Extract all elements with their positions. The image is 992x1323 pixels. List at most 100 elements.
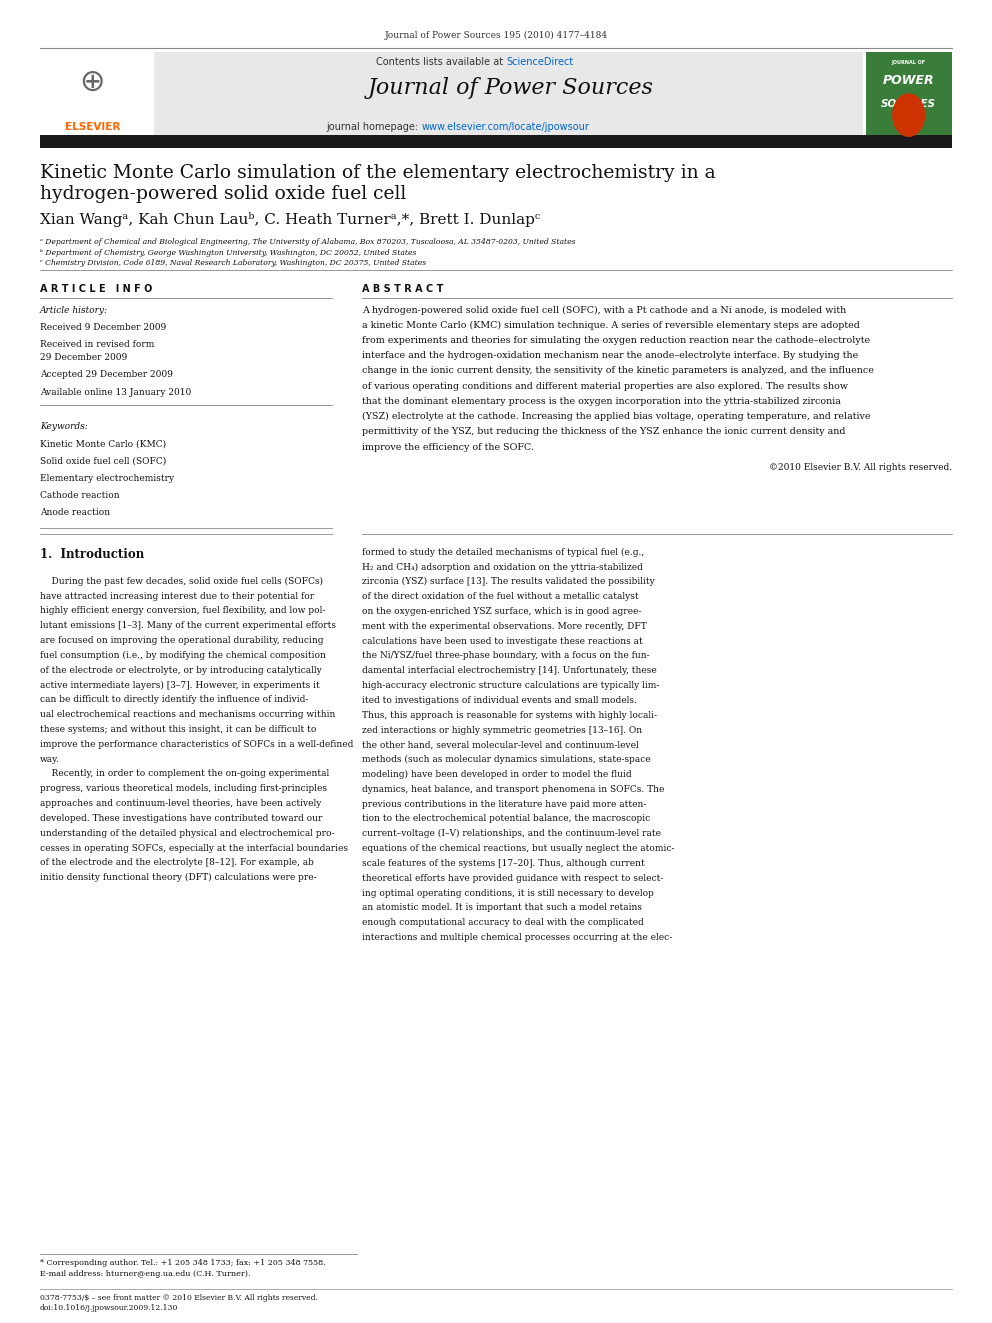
Text: approaches and continuum-level theories, have been actively: approaches and continuum-level theories,… <box>40 799 321 808</box>
Text: ual electrochemical reactions and mechanisms occurring within: ual electrochemical reactions and mechan… <box>40 710 335 720</box>
Text: E-mail address: hturner@eng.ua.edu (C.H. Turner).: E-mail address: hturner@eng.ua.edu (C.H.… <box>40 1270 250 1278</box>
Text: POWER: POWER <box>883 74 934 87</box>
Text: initio density functional theory (DFT) calculations were pre-: initio density functional theory (DFT) c… <box>40 873 316 882</box>
Text: developed. These investigations have contributed toward our: developed. These investigations have con… <box>40 814 322 823</box>
Text: Elementary electrochemistry: Elementary electrochemistry <box>40 474 174 483</box>
Text: understanding of the detailed physical and electrochemical pro-: understanding of the detailed physical a… <box>40 828 334 837</box>
Text: ing optimal operating conditions, it is still necessary to develop: ing optimal operating conditions, it is … <box>362 889 654 897</box>
Text: an atomistic model. It is important that such a model retains: an atomistic model. It is important that… <box>362 904 642 913</box>
Text: JOURNAL OF: JOURNAL OF <box>892 60 926 65</box>
Text: ScienceDirect: ScienceDirect <box>506 57 573 67</box>
Text: Anode reaction: Anode reaction <box>40 508 110 517</box>
Text: modeling) have been developed in order to model the fluid: modeling) have been developed in order t… <box>362 770 632 779</box>
Text: current–voltage (I–V) relationships, and the continuum-level rate: current–voltage (I–V) relationships, and… <box>362 830 661 839</box>
Text: (YSZ) electrolyte at the cathode. Increasing the applied bias voltage, operating: (YSZ) electrolyte at the cathode. Increa… <box>362 411 871 421</box>
Text: dynamics, heat balance, and transport phenomena in SOFCs. The: dynamics, heat balance, and transport ph… <box>362 785 665 794</box>
Text: Received 9 December 2009: Received 9 December 2009 <box>40 323 166 332</box>
Text: lutant emissions [1–3]. Many of the current experimental efforts: lutant emissions [1–3]. Many of the curr… <box>40 622 335 630</box>
Text: ELSEVIER: ELSEVIER <box>64 122 120 132</box>
Text: improve the performance characteristics of SOFCs in a well-defined: improve the performance characteristics … <box>40 740 353 749</box>
Text: Article history:: Article history: <box>40 306 108 315</box>
Text: During the past few decades, solid oxide fuel cells (SOFCs): During the past few decades, solid oxide… <box>40 577 322 586</box>
Text: ment with the experimental observations. More recently, DFT: ment with the experimental observations.… <box>362 622 647 631</box>
Text: Received in revised form: Received in revised form <box>40 340 154 349</box>
Text: A hydrogen-powered solid oxide fuel cell (SOFC), with a Pt cathode and a Ni anod: A hydrogen-powered solid oxide fuel cell… <box>362 306 846 315</box>
Text: of the electrode or electrolyte, or by introducing catalytically: of the electrode or electrolyte, or by i… <box>40 665 321 675</box>
Text: Solid oxide fuel cell (SOFC): Solid oxide fuel cell (SOFC) <box>40 456 166 466</box>
Text: Keywords:: Keywords: <box>40 422 87 431</box>
Text: ᵃ Department of Chemical and Biological Engineering, The University of Alabama, : ᵃ Department of Chemical and Biological … <box>40 238 575 246</box>
Text: are focused on improving the operational durability, reducing: are focused on improving the operational… <box>40 636 323 646</box>
Text: SOURCES: SOURCES <box>881 99 936 110</box>
Text: methods (such as molecular dynamics simulations, state-space: methods (such as molecular dynamics simu… <box>362 755 651 765</box>
Text: permittivity of the YSZ, but reducing the thickness of the YSZ enhance the ionic: permittivity of the YSZ, but reducing th… <box>362 427 845 437</box>
Text: zirconia (YSZ) surface [13]. The results validated the possibility: zirconia (YSZ) surface [13]. The results… <box>362 577 655 586</box>
Text: H₂ and CH₄) adsorption and oxidation on the yttria-stabilized: H₂ and CH₄) adsorption and oxidation on … <box>362 562 643 572</box>
Text: ited to investigations of individual events and small models.: ited to investigations of individual eve… <box>362 696 637 705</box>
Text: ⊕: ⊕ <box>79 67 105 97</box>
Text: the other hand, several molecular-level and continuum-level: the other hand, several molecular-level … <box>362 741 639 749</box>
Text: A R T I C L E   I N F O: A R T I C L E I N F O <box>40 284 152 295</box>
Text: www.elsevier.com/locate/jpowsour: www.elsevier.com/locate/jpowsour <box>422 122 589 132</box>
Text: A B S T R A C T: A B S T R A C T <box>362 284 443 295</box>
Text: progress, various theoretical models, including first-principles: progress, various theoretical models, in… <box>40 785 326 794</box>
Text: way.: way. <box>40 754 60 763</box>
Text: enough computational accuracy to deal with the complicated: enough computational accuracy to deal wi… <box>362 918 644 927</box>
Text: highly efficient energy conversion, fuel flexibility, and low pol-: highly efficient energy conversion, fuel… <box>40 606 325 615</box>
Text: of the direct oxidation of the fuel without a metallic catalyst: of the direct oxidation of the fuel with… <box>362 593 639 601</box>
Text: of the electrode and the electrolyte [8–12]. For example, ab: of the electrode and the electrolyte [8–… <box>40 859 313 868</box>
Text: previous contributions in the literature have paid more atten-: previous contributions in the literature… <box>362 799 647 808</box>
Text: theoretical efforts have provided guidance with respect to select-: theoretical efforts have provided guidan… <box>362 873 664 882</box>
Text: Journal of Power Sources: Journal of Power Sources <box>368 77 654 99</box>
Text: active intermediate layers) [3–7]. However, in experiments it: active intermediate layers) [3–7]. Howev… <box>40 680 319 689</box>
Text: ᵇ Department of Chemistry, George Washington University, Washington, DC 20052, U: ᵇ Department of Chemistry, George Washin… <box>40 249 416 257</box>
Text: from experiments and theories for simulating the oxygen reduction reaction near : from experiments and theories for simula… <box>362 336 870 345</box>
Text: a kinetic Monte Carlo (KMC) simulation technique. A series of reversible element: a kinetic Monte Carlo (KMC) simulation t… <box>362 320 860 329</box>
Text: fuel consumption (i.e., by modifying the chemical composition: fuel consumption (i.e., by modifying the… <box>40 651 325 660</box>
Text: Xian Wangᵃ, Kah Chun Lauᵇ, C. Heath Turnerᵃ,*, Brett I. Dunlapᶜ: Xian Wangᵃ, Kah Chun Lauᵇ, C. Heath Turn… <box>40 212 540 226</box>
Text: journal homepage:: journal homepage: <box>326 122 422 132</box>
Text: Kinetic Monte Carlo simulation of the elementary electrochemistry in a: Kinetic Monte Carlo simulation of the el… <box>40 164 715 183</box>
Text: interface and the hydrogen-oxidation mechanism near the anode–electrolyte interf: interface and the hydrogen-oxidation mec… <box>362 351 858 360</box>
Text: doi:10.1016/j.jpowsour.2009.12.130: doi:10.1016/j.jpowsour.2009.12.130 <box>40 1304 178 1312</box>
Text: equations of the chemical reactions, but usually neglect the atomic-: equations of the chemical reactions, but… <box>362 844 675 853</box>
Text: have attracted increasing interest due to their potential for: have attracted increasing interest due t… <box>40 591 313 601</box>
Text: zed interactions or highly symmetric geometries [13–16]. On: zed interactions or highly symmetric geo… <box>362 725 642 734</box>
FancyBboxPatch shape <box>40 135 952 148</box>
Text: the Ni/YSZ/fuel three-phase boundary, with a focus on the fun-: the Ni/YSZ/fuel three-phase boundary, wi… <box>362 651 650 660</box>
Text: interactions and multiple chemical processes occurring at the elec-: interactions and multiple chemical proce… <box>362 933 673 942</box>
Text: Available online 13 January 2010: Available online 13 January 2010 <box>40 388 190 397</box>
Text: calculations have been used to investigate these reactions at: calculations have been used to investiga… <box>362 636 643 646</box>
Text: Contents lists available at: Contents lists available at <box>376 57 506 67</box>
Text: on the oxygen-enriched YSZ surface, which is in good agree-: on the oxygen-enriched YSZ surface, whic… <box>362 607 642 617</box>
FancyBboxPatch shape <box>154 52 863 136</box>
FancyBboxPatch shape <box>40 52 147 136</box>
Text: scale features of the systems [17–20]. Thus, although current: scale features of the systems [17–20]. T… <box>362 859 645 868</box>
Text: Journal of Power Sources 195 (2010) 4177–4184: Journal of Power Sources 195 (2010) 4177… <box>385 30 607 40</box>
Text: hydrogen-powered solid oxide fuel cell: hydrogen-powered solid oxide fuel cell <box>40 185 406 204</box>
Text: improve the efficiency of the SOFC.: improve the efficiency of the SOFC. <box>362 442 534 451</box>
Text: 1.  Introduction: 1. Introduction <box>40 548 144 561</box>
Circle shape <box>893 94 925 136</box>
Text: 0378-7753/$ – see front matter © 2010 Elsevier B.V. All rights reserved.: 0378-7753/$ – see front matter © 2010 El… <box>40 1294 317 1302</box>
Text: Accepted 29 December 2009: Accepted 29 December 2009 <box>40 370 173 380</box>
Text: ᶜ Chemistry Division, Code 6189, Naval Research Laboratory, Washington, DC 20375: ᶜ Chemistry Division, Code 6189, Naval R… <box>40 259 426 267</box>
Text: cesses in operating SOFCs, especially at the interfacial boundaries: cesses in operating SOFCs, especially at… <box>40 844 347 852</box>
Text: damental interfacial electrochemistry [14]. Unfortunately, these: damental interfacial electrochemistry [1… <box>362 667 657 675</box>
Text: Kinetic Monte Carlo (KMC): Kinetic Monte Carlo (KMC) <box>40 439 166 448</box>
Text: can be difficult to directly identify the influence of individ-: can be difficult to directly identify th… <box>40 696 309 704</box>
Text: change in the ionic current density, the sensitivity of the kinetic parameters i: change in the ionic current density, the… <box>362 366 874 376</box>
Text: of various operating conditions and different material properties are also explo: of various operating conditions and diff… <box>362 381 848 390</box>
Text: * Corresponding author. Tel.: +1 205 348 1733; fax: +1 205 348 7558.: * Corresponding author. Tel.: +1 205 348… <box>40 1259 325 1267</box>
Text: that the dominant elementary process is the oxygen incorporation into the yttria: that the dominant elementary process is … <box>362 397 841 406</box>
Text: Thus, this approach is reasonable for systems with highly locali-: Thus, this approach is reasonable for sy… <box>362 710 657 720</box>
Text: high-accuracy electronic structure calculations are typically lim-: high-accuracy electronic structure calcu… <box>362 681 660 691</box>
Text: Recently, in order to complement the on-going experimental: Recently, in order to complement the on-… <box>40 770 329 778</box>
FancyBboxPatch shape <box>866 52 952 136</box>
Text: Cathode reaction: Cathode reaction <box>40 491 119 500</box>
Text: these systems; and without this insight, it can be difficult to: these systems; and without this insight,… <box>40 725 316 734</box>
Text: 29 December 2009: 29 December 2009 <box>40 353 127 363</box>
Text: tion to the electrochemical potential balance, the macroscopic: tion to the electrochemical potential ba… <box>362 815 651 823</box>
Text: ©2010 Elsevier B.V. All rights reserved.: ©2010 Elsevier B.V. All rights reserved. <box>769 463 952 472</box>
Text: formed to study the detailed mechanisms of typical fuel (e.g.,: formed to study the detailed mechanisms … <box>362 548 645 557</box>
